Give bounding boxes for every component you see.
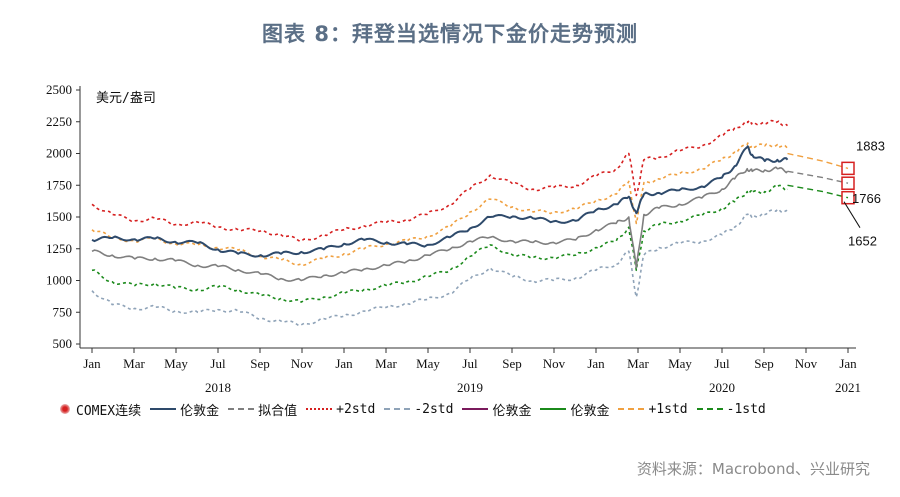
series-line-plus2 [91,119,789,242]
forecast-marker [841,161,855,176]
year-label: 2020 [709,380,735,395]
y-tick-label: 1250 [46,241,72,256]
series-line-fit [91,166,789,282]
y-axis-label: 美元/盎司 [96,91,156,106]
legend-marker [60,404,70,414]
y-tick-label: 1500 [46,209,72,224]
legend-label: 伦敦金 [180,403,220,419]
x-tick-label: Jul [714,356,730,371]
series-line-minus1-forecast [787,184,849,199]
legend-label: 伦敦金 [570,403,610,419]
legend-item: +2std [306,402,375,417]
x-tick-label: Jul [210,356,226,371]
legend-swatch [306,408,333,410]
y-tick-label: 2500 [46,82,72,97]
legend-item: 伦敦金 [540,400,609,419]
legend-swatch [384,408,411,410]
legend-item: -1std [696,401,766,417]
legend: COMEX连续 伦敦金 拟合值 +2std -2std 伦敦金 伦敦金 +1std -1std [60,398,775,420]
x-tick-label: May [416,356,440,371]
legend-label: -2std [414,401,454,417]
x-tick-label: Mar [375,356,397,371]
x-tick-label: Jan [839,356,857,371]
x-tick-label: Sep [250,356,270,371]
annotation-label: 1883 [856,138,885,153]
series-line-minus2 [91,208,789,327]
annotation-label: 1766 [852,191,881,206]
x-tick-label: Sep [502,356,522,371]
x-tick-label: Mar [627,356,649,371]
y-tick-label: 1000 [46,273,72,288]
source-note: 资料来源：Macrobond、兴业研究 [636,460,870,478]
legend-label: COMEX连续 [76,403,142,419]
legend-swatch [150,408,177,410]
legend-swatch [618,408,645,410]
x-tick-label: Nov [795,356,818,371]
x-tick-label: May [668,356,692,371]
x-tick-label: Jan [83,356,101,371]
forecast-marker [841,190,855,205]
x-tick-label: Sep [754,356,774,371]
series-line-minus1 [91,184,789,303]
x-tick-label: Mar [123,356,145,371]
legend-item: 伦敦金 [150,400,219,419]
legend-swatch [540,408,567,410]
legend-item: 拟合值 [228,400,297,419]
y-tick-label: 2250 [46,114,72,129]
series-line-plus1 [91,142,789,266]
legend-item: +1std [618,401,688,417]
x-tick-label: Jul [462,356,478,371]
x-tick-label: Jan [587,356,605,371]
annotation-label: 1652 [848,234,877,249]
series-line-gold [91,145,789,258]
y-tick-label: 2000 [46,146,72,161]
x-tick-label: Jan [335,356,353,371]
annotation-leader [843,201,861,228]
y-tick-label: 750 [53,304,73,319]
y-tick-label: 1750 [46,177,72,192]
series-line-plus1-forecast [787,152,849,170]
legend-swatch [696,408,723,410]
y-tick-label: 500 [53,336,73,351]
x-tick-label: May [164,356,188,371]
page-title: 图表 8：拜登当选情况下金价走势预测 [262,22,638,46]
year-label: 2018 [205,380,231,395]
forecast-marker [841,176,855,190]
x-tick-label: Nov [543,356,566,371]
x-tick-label: Nov [291,356,314,371]
legend-item: COMEX连续 [60,400,141,419]
legend-label: +1std [648,401,688,417]
legend-swatch [462,408,489,410]
series-line-fit-forecast [787,170,849,184]
legend-item: 伦敦金 [462,400,531,419]
legend-swatch [228,408,255,410]
legend-label: +2std [336,401,376,417]
legend-label: -1std [726,401,766,417]
year-label: 2019 [457,380,483,395]
year-label: 2021 [835,380,861,395]
legend-label: 伦敦金 [492,403,532,419]
legend-label: 拟合值 [258,403,298,419]
legend-item: -2std [384,402,453,417]
